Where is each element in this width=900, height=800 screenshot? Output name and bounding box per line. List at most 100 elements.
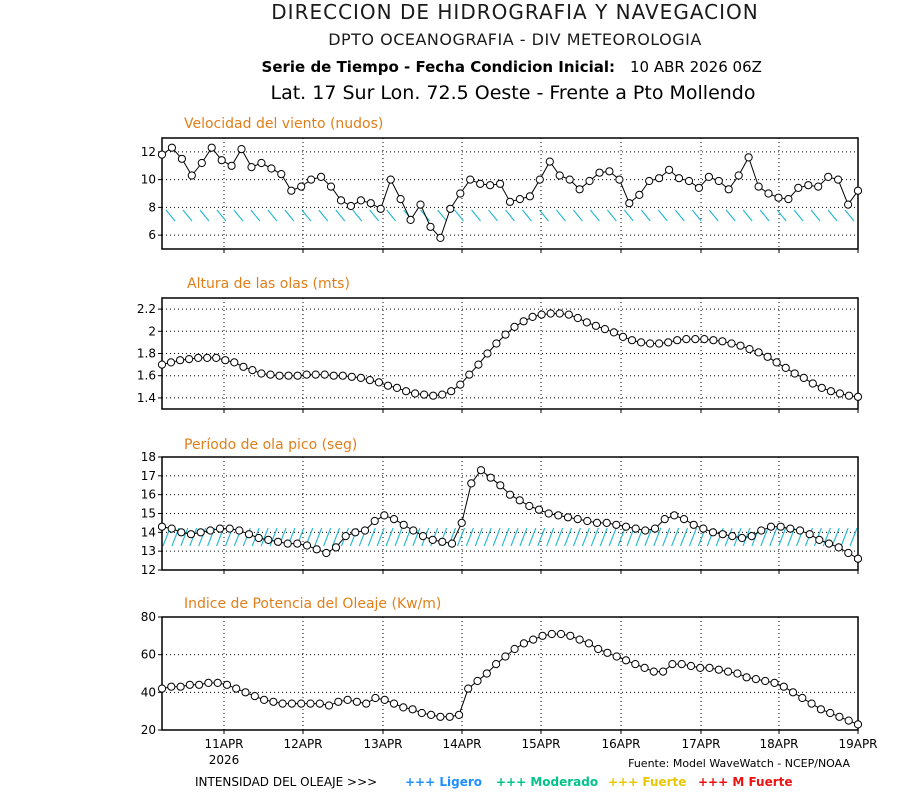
- data-point: [283, 539, 292, 548]
- data-point: [284, 371, 293, 380]
- y-tick-label: 12: [141, 145, 156, 159]
- panel-title: Altura de las olas (mts): [187, 276, 350, 292]
- data-point: [742, 673, 751, 682]
- data-point: [774, 193, 783, 202]
- x-tick-label: 16APR: [601, 737, 640, 751]
- data-point: [426, 222, 435, 231]
- swell-arrow: [367, 527, 376, 547]
- data-point: [456, 189, 465, 198]
- data-point: [416, 200, 425, 209]
- wind-arrow: [301, 209, 312, 222]
- data-point: [594, 644, 603, 654]
- data-point: [834, 543, 843, 552]
- data-point: [167, 524, 176, 533]
- data-point: [637, 338, 646, 347]
- data-point: [264, 535, 273, 545]
- wind-arrow: [284, 209, 295, 222]
- data-point: [555, 309, 564, 318]
- y-tick-label: 16: [141, 488, 156, 502]
- data-point: [409, 526, 418, 535]
- swell-arrow: [394, 527, 403, 547]
- data-point: [799, 373, 808, 382]
- data-point: [621, 656, 631, 665]
- data-point: [185, 355, 194, 364]
- swell-arrow: [608, 527, 617, 547]
- data-point: [766, 522, 776, 531]
- swell-arrow: [688, 527, 697, 547]
- y-tick-label: 13: [141, 544, 156, 558]
- wind-arrow: [369, 209, 380, 222]
- data-point: [826, 708, 835, 718]
- data-point: [167, 682, 176, 691]
- data-point: [582, 318, 591, 327]
- data-point: [194, 353, 203, 362]
- data-point: [835, 389, 845, 398]
- data-point: [505, 490, 515, 499]
- data-point: [157, 684, 167, 693]
- data-point: [505, 197, 515, 206]
- wind-arrow: [454, 209, 465, 222]
- panel-1: Velocidad del viento (nudos) 6 8 10 12: [141, 116, 863, 253]
- data-point: [204, 678, 213, 688]
- data-point: [564, 310, 573, 319]
- swell-arrow: [831, 527, 840, 547]
- data-point: [386, 175, 395, 184]
- wind-arrow: [691, 209, 702, 222]
- series-line: [161, 633, 859, 725]
- data-point: [844, 391, 854, 400]
- data-point: [788, 688, 798, 697]
- data-point: [366, 199, 375, 208]
- data-point: [618, 332, 628, 341]
- data-point: [705, 663, 714, 673]
- wind-arrow: [810, 209, 821, 222]
- data-point: [157, 360, 167, 369]
- y-tick-label: 14: [141, 525, 156, 539]
- data-point: [519, 639, 529, 648]
- data-point: [635, 190, 644, 199]
- data-point: [734, 171, 743, 180]
- data-point: [222, 680, 232, 689]
- wind-arrow: [742, 209, 753, 222]
- data-point: [186, 530, 196, 539]
- swell-arrow: [376, 527, 385, 547]
- data-point: [786, 524, 795, 533]
- data-point: [547, 629, 556, 639]
- data-point: [464, 684, 473, 693]
- data-point: [573, 313, 582, 323]
- data-point: [266, 370, 275, 379]
- data-point: [329, 371, 338, 380]
- data-point: [232, 684, 241, 693]
- data-point: [370, 516, 379, 526]
- data-point: [157, 522, 167, 531]
- data-point: [157, 150, 167, 159]
- wind-arrow: [589, 209, 600, 222]
- chart-panels: Velocidad del viento (nudos) 6 8 10 12 Altura…: [137, 116, 878, 767]
- data-point: [714, 665, 723, 674]
- data-point: [660, 515, 669, 524]
- data-point: [389, 699, 399, 708]
- data-point: [447, 387, 456, 396]
- data-point: [525, 192, 535, 201]
- data-point: [585, 176, 594, 186]
- data-point: [853, 720, 863, 729]
- swell-arrow: [537, 527, 546, 547]
- data-point: [853, 554, 863, 563]
- data-point: [473, 676, 482, 686]
- wind-arrow: [233, 209, 244, 222]
- data-point: [212, 353, 221, 362]
- series-line: [161, 469, 859, 560]
- data-point: [287, 186, 296, 195]
- swell-arrow: [599, 527, 608, 547]
- data-point: [510, 322, 519, 331]
- x-year-label: 2026: [209, 753, 240, 767]
- data-point: [221, 356, 230, 365]
- data-point: [674, 174, 684, 183]
- data-point: [804, 181, 813, 190]
- data-point: [267, 164, 276, 173]
- swell-arrow: [555, 527, 564, 547]
- data-point: [336, 196, 346, 205]
- y-tick-label: 80: [141, 610, 156, 624]
- wind-arrow: [776, 209, 787, 222]
- data-point: [583, 516, 592, 526]
